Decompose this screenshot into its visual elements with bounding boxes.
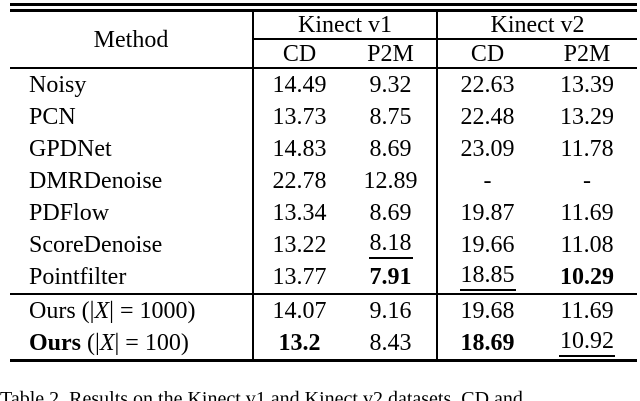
- value-v1-cd: 14.83: [272, 136, 327, 162]
- value-v2-p2m: 11.69: [560, 200, 614, 226]
- value-v1-p2m: 8.43: [345, 327, 439, 362]
- value-v2-p2m: 11.78: [560, 136, 614, 162]
- value-v2-cd: 22.48: [460, 104, 515, 130]
- value-v1-cd: 13.73: [272, 104, 327, 130]
- value-v1-cd: 14.07: [272, 298, 327, 324]
- value-v2-cd: 19.68: [460, 298, 515, 324]
- value-v2-p2m: 10.29: [537, 261, 638, 295]
- results-table: Method Kinect v1 Kinect v2 CD P2M CD P2M…: [10, 3, 638, 362]
- method-label: Ours (|X| = 1000): [10, 294, 254, 327]
- table-row-scoredenoise: ScoreDenoise 13.22 8.18 19.66 11.08: [10, 229, 637, 261]
- table-row-pcn: PCN 13.73 8.75 22.48 13.29: [10, 101, 637, 133]
- value-v2-cd: 19.66: [460, 232, 515, 258]
- underlined-value: 18.85: [459, 263, 516, 291]
- col-header-method: Method: [10, 3, 254, 69]
- value-v2-p2m: 13.39: [560, 72, 615, 98]
- value-v1-p2m: 8.75: [345, 101, 439, 133]
- underlined-value: 10.92: [559, 329, 616, 357]
- value-v2-cd: 18.69: [437, 327, 538, 362]
- col-header-v1-p2m: P2M: [345, 39, 439, 69]
- method-label: PDFlow: [10, 197, 254, 229]
- value-v2-cd: 19.87: [460, 200, 515, 226]
- value-v2-p2m: 13.29: [560, 104, 615, 130]
- value-v1-p2m: 9.32: [345, 68, 439, 101]
- underlined-value: 8.18: [368, 231, 413, 259]
- table-row-dmrdenoise: DMRDenoise 22.78 12.89 - -: [10, 165, 637, 197]
- method-label: ScoreDenoise: [10, 229, 254, 261]
- math-script-x: X: [94, 298, 110, 324]
- col-header-v2-p2m: P2M: [537, 39, 638, 69]
- value-v2-p2m: 11.69: [560, 298, 614, 324]
- method-label: Pointfilter: [10, 261, 254, 295]
- math-script-x: X: [99, 330, 115, 356]
- table-caption: Table 2. Results on the Kinect v1 and Ki…: [0, 388, 523, 401]
- value-v1-p2m: 8.69: [345, 133, 439, 165]
- value-v1-p2m: 12.89: [345, 165, 439, 197]
- method-label: Ours (|X| = 100): [10, 327, 254, 362]
- value-v2-cd: 23.09: [460, 136, 515, 162]
- value-v2-p2m: 10.92: [537, 327, 638, 362]
- table-row-pdflow: PDFlow 13.34 8.69 19.87 11.69: [10, 197, 637, 229]
- value-v1-cd: 22.78: [272, 168, 327, 194]
- table-row-noisy: Noisy 14.49 9.32 22.63 13.39: [10, 68, 637, 101]
- col-group-kinect-v2: Kinect v2: [437, 3, 638, 40]
- table-row-pointfilter: Pointfilter 13.77 7.91 18.85 10.29: [10, 261, 638, 295]
- col-header-v1-cd: CD: [253, 39, 345, 69]
- col-group-kinect-v1: Kinect v1: [253, 3, 439, 40]
- method-label: GPDNet: [10, 133, 254, 165]
- value-v1-cd: 13.2: [253, 327, 345, 362]
- method-label: DMRDenoise: [10, 165, 254, 197]
- value-v1-p2m: 8.18: [345, 229, 439, 261]
- table-row-ours-100: Ours (|X| = 100) 13.2 8.43 18.69 10.92: [10, 327, 638, 362]
- value-v1-p2m: 9.16: [345, 294, 439, 327]
- value-v2-p2m: 11.08: [560, 232, 614, 258]
- header-row-metrics: CD P2M CD P2M: [10, 39, 638, 69]
- value-v2-cd: -: [483, 168, 492, 194]
- value-v2-cd: 18.85: [437, 261, 538, 295]
- value-v1-cd: 14.49: [272, 72, 327, 98]
- method-label: Noisy: [10, 68, 254, 101]
- value-v1-p2m: 7.91: [345, 261, 439, 295]
- method-label: PCN: [10, 101, 254, 133]
- value-v1-cd: 13.22: [272, 232, 327, 258]
- col-header-v2-cd: CD: [437, 39, 538, 69]
- table-row-ours-1000: Ours (|X| = 1000) 14.07 9.16 19.68 11.69: [10, 294, 637, 327]
- value-v1-p2m: 8.69: [345, 197, 439, 229]
- value-v2-p2m: -: [583, 168, 592, 194]
- table-row-gpdnet: GPDNet 14.83 8.69 23.09 11.78: [10, 133, 637, 165]
- value-v1-cd: 13.34: [272, 200, 327, 226]
- value-v1-cd: 13.77: [253, 261, 345, 295]
- value-v2-cd: 22.63: [460, 72, 515, 98]
- header-row-groups: Method Kinect v1 Kinect v2: [10, 3, 638, 69]
